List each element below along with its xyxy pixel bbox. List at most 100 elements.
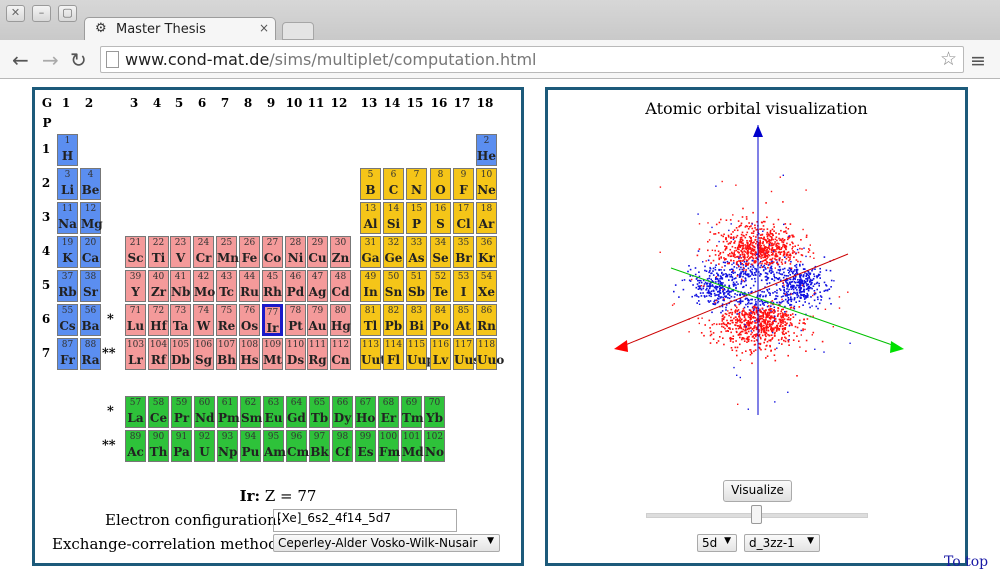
element-cell-cs[interactable]: 55 Cs	[57, 304, 78, 336]
element-cell-bh[interactable]: 107 Bh	[216, 338, 237, 370]
element-cell-rh[interactable]: 45 Rh	[262, 270, 283, 302]
tab-close-icon[interactable]: ×	[258, 21, 269, 35]
element-cell-p[interactable]: 15 P	[406, 202, 427, 234]
element-cell-uup[interactable]: 115 Uup	[406, 338, 435, 370]
element-cell-la[interactable]: 57 La	[125, 396, 146, 428]
element-cell-pu[interactable]: 94 Pu	[240, 430, 261, 462]
shell-select[interactable]: 5d ▼	[697, 534, 737, 552]
element-cell-ac[interactable]: 89 Ac	[125, 430, 146, 462]
element-cell-uus[interactable]: 117 Uus	[453, 338, 480, 370]
element-cell-na[interactable]: 11 Na	[57, 202, 78, 234]
element-cell-cm[interactable]: 96 Cm	[286, 430, 309, 462]
element-cell-sm[interactable]: 62 Sm	[240, 396, 262, 428]
element-cell-re[interactable]: 75 Re	[216, 304, 237, 336]
element-cell-be[interactable]: 4 Be	[80, 168, 101, 200]
element-cell-sg[interactable]: 106 Sg	[193, 338, 214, 370]
element-cell-uuo[interactable]: 118 Uuo	[476, 338, 504, 370]
element-cell-fm[interactable]: 100 Fm	[378, 430, 400, 462]
element-cell-ds[interactable]: 110 Ds	[285, 338, 306, 370]
element-cell-at[interactable]: 85 At	[453, 304, 474, 336]
element-cell-br[interactable]: 35 Br	[453, 236, 474, 268]
element-cell-ni[interactable]: 28 Ni	[285, 236, 306, 268]
element-cell-pa[interactable]: 91 Pa	[171, 430, 192, 462]
visualize-button[interactable]: Visualize	[723, 480, 792, 502]
element-cell-he[interactable]: 2 He	[476, 134, 497, 166]
element-cell-pd[interactable]: 46 Pd	[285, 270, 306, 302]
element-cell-ca[interactable]: 20 Ca	[80, 236, 101, 268]
element-cell-rb[interactable]: 37 Rb	[57, 270, 78, 302]
element-cell-cf[interactable]: 98 Cf	[332, 430, 353, 462]
element-cell-nb[interactable]: 41 Nb	[170, 270, 191, 302]
element-cell-sc[interactable]: 21 Sc	[125, 236, 146, 268]
element-cell-ba[interactable]: 56 Ba	[80, 304, 101, 336]
element-cell-lv[interactable]: 116 Lv	[430, 338, 451, 370]
element-cell-co[interactable]: 27 Co	[262, 236, 283, 268]
maximize-window-icon[interactable]: ▢	[58, 5, 77, 22]
element-cell-rg[interactable]: 111 Rg	[307, 338, 328, 370]
element-cell-al[interactable]: 13 Al	[360, 202, 381, 234]
element-cell-as[interactable]: 33 As	[406, 236, 427, 268]
element-cell-sr[interactable]: 38 Sr	[80, 270, 101, 302]
element-cell-uut[interactable]: 113 Uut	[360, 338, 386, 370]
to-top-link[interactable]: To top	[944, 554, 989, 570]
element-cell-bk[interactable]: 97 Bk	[309, 430, 330, 462]
element-cell-zn[interactable]: 30 Zn	[330, 236, 351, 268]
element-cell-tb[interactable]: 65 Tb	[309, 396, 330, 428]
element-cell-mt[interactable]: 109 Mt	[262, 338, 283, 370]
element-cell-i[interactable]: 53 I	[453, 270, 474, 302]
orbital-canvas[interactable]	[578, 125, 938, 470]
element-cell-ne[interactable]: 10 Ne	[476, 168, 497, 200]
element-cell-fr[interactable]: 87 Fr	[57, 338, 78, 370]
element-cell-mg[interactable]: 12 Mg	[80, 202, 103, 234]
element-cell-xe[interactable]: 54 Xe	[476, 270, 497, 302]
element-cell-fe[interactable]: 26 Fe	[239, 236, 260, 268]
forward-arrow-icon[interactable]: →	[42, 48, 59, 72]
element-cell-ru[interactable]: 44 Ru	[239, 270, 260, 302]
element-cell-in[interactable]: 49 In	[360, 270, 381, 302]
element-cell-yb[interactable]: 70 Yb	[424, 396, 445, 428]
element-cell-kr[interactable]: 36 Kr	[476, 236, 497, 268]
element-cell-w[interactable]: 74 W	[193, 304, 214, 336]
element-cell-hg[interactable]: 80 Hg	[330, 304, 351, 336]
element-cell-gd[interactable]: 64 Gd	[286, 396, 307, 428]
element-cell-k[interactable]: 19 K	[57, 236, 78, 268]
element-cell-hs[interactable]: 108 Hs	[239, 338, 260, 370]
slider-thumb[interactable]	[751, 505, 762, 524]
element-cell-pb[interactable]: 82 Pb	[383, 304, 404, 336]
element-cell-ti[interactable]: 22 Ti	[148, 236, 169, 268]
element-cell-bi[interactable]: 83 Bi	[406, 304, 427, 336]
minimize-window-icon[interactable]: –	[32, 5, 51, 22]
element-cell-es[interactable]: 99 Es	[355, 430, 376, 462]
element-cell-os[interactable]: 76 Os	[239, 304, 260, 336]
element-cell-cl[interactable]: 17 Cl	[453, 202, 474, 234]
element-cell-u[interactable]: 92 U	[194, 430, 215, 462]
element-cell-th[interactable]: 90 Th	[148, 430, 169, 462]
element-cell-tm[interactable]: 69 Tm	[401, 396, 424, 428]
electron-config-input[interactable]: [Xe]_6s2_4f14_5d7	[273, 509, 457, 532]
back-arrow-icon[interactable]: ←	[12, 48, 29, 72]
element-cell-ga[interactable]: 31 Ga	[360, 236, 381, 268]
element-cell-v[interactable]: 23 V	[170, 236, 191, 268]
element-cell-nd[interactable]: 60 Nd	[194, 396, 215, 428]
element-cell-rn[interactable]: 86 Rn	[476, 304, 497, 336]
element-cell-ag[interactable]: 47 Ag	[307, 270, 328, 302]
element-cell-se[interactable]: 34 Se	[430, 236, 451, 268]
element-cell-y[interactable]: 39 Y	[125, 270, 146, 302]
element-cell-fl[interactable]: 114 Fl	[383, 338, 404, 370]
element-cell-pm[interactable]: 61 Pm	[217, 396, 240, 428]
element-cell-hf[interactable]: 72 Hf	[148, 304, 169, 336]
element-cell-cn[interactable]: 112 Cn	[330, 338, 351, 370]
element-cell-au[interactable]: 79 Au	[307, 304, 328, 336]
element-cell-ho[interactable]: 67 Ho	[355, 396, 376, 428]
element-cell-pr[interactable]: 59 Pr	[171, 396, 192, 428]
reload-icon[interactable]: ↻	[70, 48, 87, 72]
hamburger-menu-icon[interactable]: ≡	[970, 50, 986, 72]
element-cell-te[interactable]: 52 Te	[430, 270, 451, 302]
element-cell-cr[interactable]: 24 Cr	[193, 236, 214, 268]
element-cell-er[interactable]: 68 Er	[378, 396, 399, 428]
